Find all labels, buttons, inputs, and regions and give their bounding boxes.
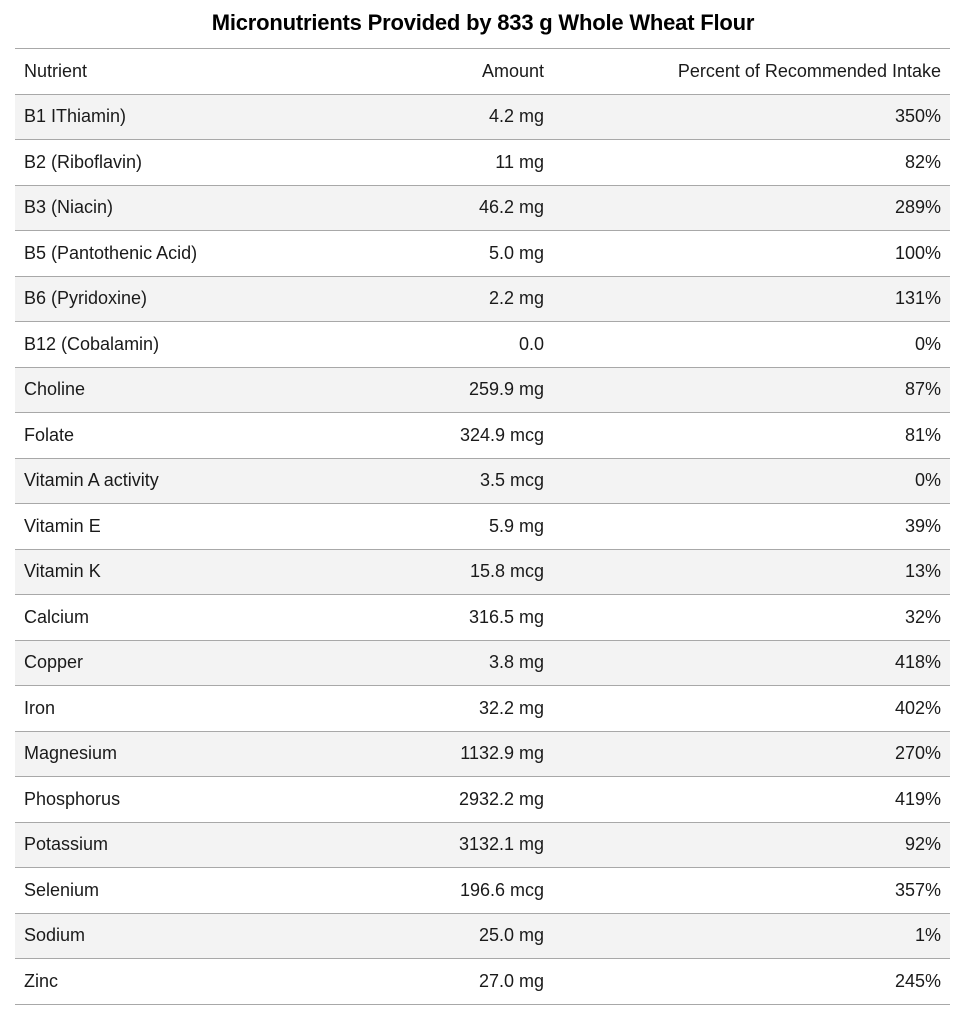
percent-cell: 13% [553,548,950,595]
nutrient-cell: Phosphorus [15,776,393,823]
amount-cell: 46.2 mg [393,184,553,231]
amount-cell: 324.9 mcg [393,412,553,459]
percent-cell: 81% [553,412,950,459]
nutrient-cell: B5 (Pantothenic Acid) [15,230,393,277]
percent-cell: 39% [553,503,950,550]
amount-cell: 1132.9 mg [393,730,553,777]
nutrient-cell: B3 (Niacin) [15,184,393,231]
nutrient-cell: B6 (Pyridoxine) [15,275,393,322]
amount-cell: 3.5 mcg [393,457,553,504]
table-row: Vitamin A activity 3.5 mcg 0% [15,457,950,504]
table-row: Magnesium 1132.9 mg 270% [15,730,950,777]
percent-cell: 245% [553,958,950,1005]
amount-cell: 2932.2 mg [393,776,553,823]
nutrient-cell: Iron [15,685,393,732]
percent-cell: 82% [553,139,950,186]
micronutrients-table: Nutrient Amount Percent of Recommended I… [15,48,950,1005]
table-row: Copper 3.8 mg 418% [15,639,950,686]
amount-cell: 5.0 mg [393,230,553,277]
amount-cell: 5.9 mg [393,503,553,550]
nutrient-cell: Vitamin A activity [15,457,393,504]
table-row: Vitamin K 15.8 mcg 13% [15,548,950,595]
nutrient-cell: B2 (Riboflavin) [15,139,393,186]
nutrient-cell: Magnesium [15,730,393,777]
percent-cell: 357% [553,867,950,914]
table-header-row: Nutrient Amount Percent of Recommended I… [15,48,950,95]
amount-cell: 316.5 mg [393,594,553,641]
percent-cell: 350% [553,93,950,140]
table-row: Zinc 27.0 mg 245% [15,958,950,1005]
percent-cell: 289% [553,184,950,231]
percent-cell: 100% [553,230,950,277]
nutrient-cell: Potassium [15,821,393,868]
amount-cell: 27.0 mg [393,958,553,1005]
nutrient-cell: Vitamin K [15,548,393,595]
percent-cell: 0% [553,321,950,368]
nutrient-cell: Sodium [15,912,393,959]
percent-cell: 419% [553,776,950,823]
nutrient-cell: Folate [15,412,393,459]
table-row: Calcium 316.5 mg 32% [15,594,950,641]
percent-cell: 402% [553,685,950,732]
table-row: B12 (Cobalamin) 0.0 0% [15,321,950,368]
amount-cell: 4.2 mg [393,93,553,140]
nutrient-cell: Selenium [15,867,393,914]
percent-cell: 1% [553,912,950,959]
table-row: B2 (Riboflavin) 11 mg 82% [15,139,950,186]
amount-cell: 3.8 mg [393,639,553,686]
table-row: Selenium 196.6 mcg 357% [15,867,950,914]
amount-cell: 196.6 mcg [393,867,553,914]
amount-cell: 2.2 mg [393,275,553,322]
percent-cell: 418% [553,639,950,686]
table-row: B1 IThiamin) 4.2 mg 350% [15,93,950,140]
header-amount: Amount [393,48,553,95]
nutrient-cell: B12 (Cobalamin) [15,321,393,368]
percent-cell: 92% [553,821,950,868]
nutrient-cell: Zinc [15,958,393,1005]
nutrient-cell: Calcium [15,594,393,641]
nutrient-cell: Vitamin E [15,503,393,550]
percent-cell: 0% [553,457,950,504]
nutrient-cell: Choline [15,366,393,413]
percent-cell: 87% [553,366,950,413]
table-row: B3 (Niacin) 46.2 mg 289% [15,184,950,231]
amount-cell: 0.0 [393,321,553,368]
table-row: Sodium 25.0 mg 1% [15,912,950,959]
table-row: Potassium 3132.1 mg 92% [15,821,950,868]
amount-cell: 25.0 mg [393,912,553,959]
amount-cell: 259.9 mg [393,366,553,413]
table-row: B6 (Pyridoxine) 2.2 mg 131% [15,275,950,322]
header-percent: Percent of Recommended Intake [553,48,950,95]
percent-cell: 270% [553,730,950,777]
nutrient-cell: B1 IThiamin) [15,93,393,140]
percent-cell: 131% [553,275,950,322]
amount-cell: 32.2 mg [393,685,553,732]
table-row: Choline 259.9 mg 87% [15,366,950,413]
table-row: Iron 32.2 mg 402% [15,685,950,732]
amount-cell: 15.8 mcg [393,548,553,595]
percent-cell: 32% [553,594,950,641]
amount-cell: 11 mg [393,139,553,186]
table-row: Vitamin E 5.9 mg 39% [15,503,950,550]
table-title: Micronutrients Provided by 833 g Whole W… [211,10,755,35]
table-row: B5 (Pantothenic Acid) 5.0 mg 100% [15,230,950,277]
nutrient-cell: Copper [15,639,393,686]
table-row: Folate 324.9 mcg 81% [15,412,950,459]
header-nutrient: Nutrient [15,48,393,95]
table-row: Phosphorus 2932.2 mg 419% [15,776,950,823]
amount-cell: 3132.1 mg [393,821,553,868]
